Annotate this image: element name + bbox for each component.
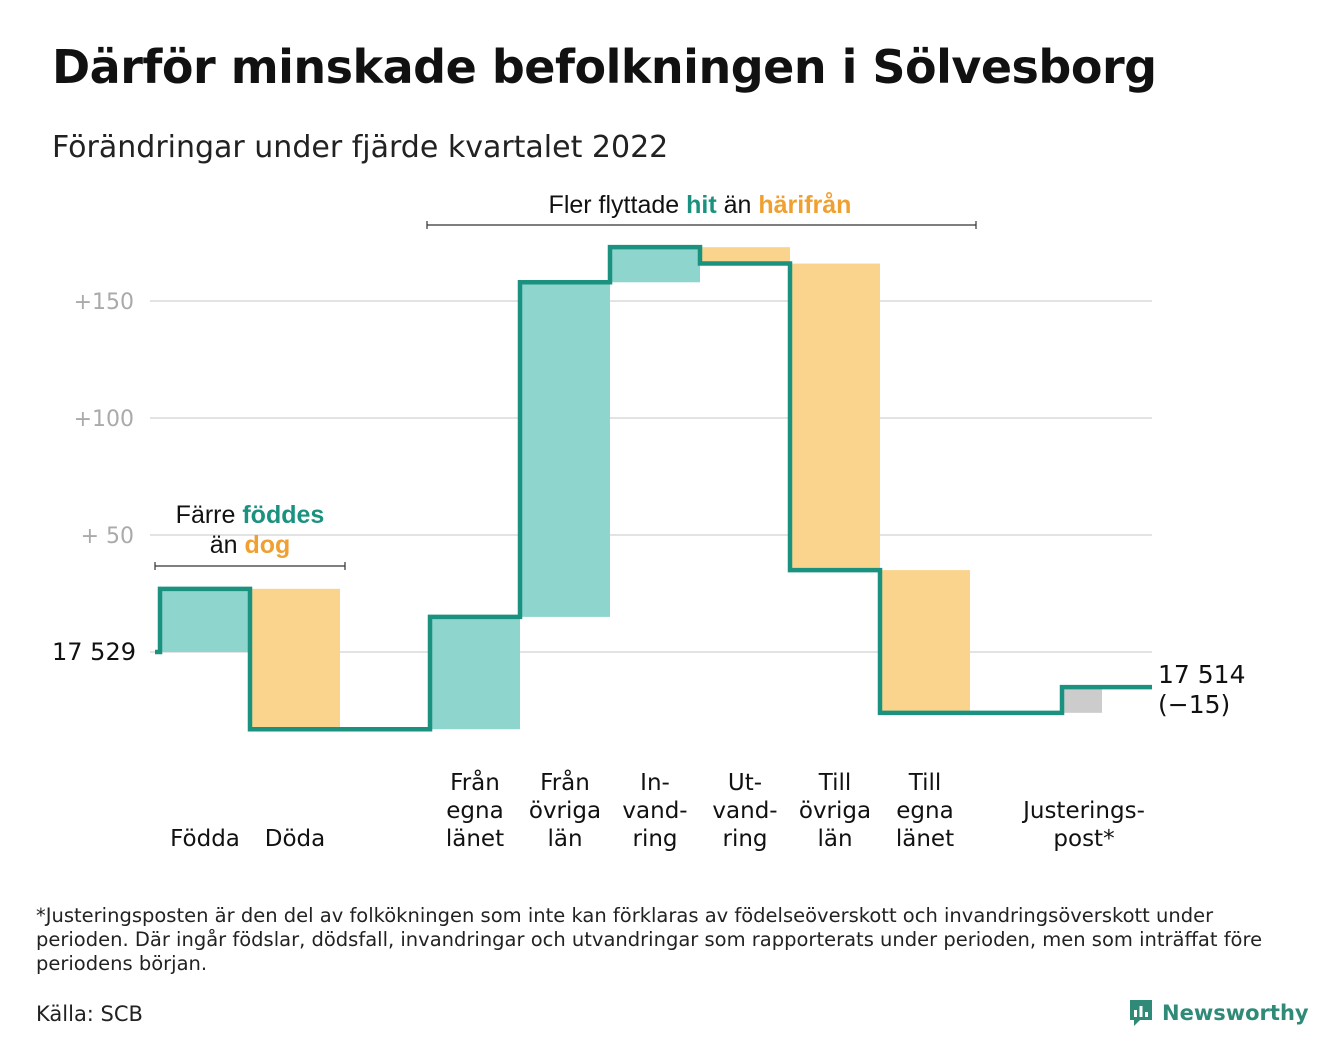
waterfall-bar bbox=[700, 247, 790, 264]
category-label: Döda bbox=[265, 826, 325, 852]
end-change-label: (−15) bbox=[1158, 690, 1230, 719]
y-tick-label: +100 bbox=[74, 407, 134, 432]
category-label-line: Födda bbox=[170, 826, 240, 852]
category-label-line: Döda bbox=[265, 826, 325, 852]
category-label-line: Till bbox=[818, 770, 852, 796]
chart-title: Därför minskade befolkningen i Sölvesbor… bbox=[52, 40, 1157, 94]
category-label-line: länet bbox=[896, 826, 954, 852]
category-label: Från övriga län bbox=[529, 768, 601, 852]
category-label: Ut-vand-ring bbox=[712, 770, 777, 852]
births-annotation-line1-part: Färre bbox=[176, 501, 243, 529]
births-annotation-line1-part: föddes bbox=[242, 501, 324, 529]
category-label-line: Justerings- bbox=[1021, 798, 1145, 824]
category-label-line: In- bbox=[640, 770, 670, 796]
category-label-line: övriga bbox=[799, 798, 871, 824]
category-label-line: Ut- bbox=[728, 770, 762, 796]
waterfall-bar bbox=[880, 570, 970, 713]
start-value-label: 17 529 bbox=[52, 638, 136, 666]
category-label: Till övriga län bbox=[799, 770, 871, 852]
births-annotation-line2-part: än bbox=[210, 531, 245, 559]
end-value-label: 17 514 bbox=[1158, 660, 1245, 689]
category-label: Födda bbox=[170, 826, 240, 852]
waterfall-bar bbox=[1062, 687, 1102, 713]
category-label-line: egna bbox=[446, 798, 503, 824]
footnote: *Justeringsposten är den del av folkökni… bbox=[36, 904, 1263, 975]
chart-subtitle: Förändringar under fjärde kvartalet 2022 bbox=[52, 130, 669, 165]
waterfall-bar bbox=[610, 247, 700, 283]
category-label-line: län bbox=[817, 826, 852, 852]
moves-annotation-part: Fler flyttade bbox=[549, 191, 687, 219]
category-label-line: vand- bbox=[622, 798, 687, 824]
category-label-line: vand- bbox=[712, 798, 777, 824]
waterfall-chart: +150 +100 + 50 17 529 17 514(−15) Födda Döda Fr… bbox=[52, 191, 1245, 852]
births-annotation-line1: Färre föddes bbox=[176, 501, 325, 529]
category-label: Till egna länet bbox=[896, 770, 954, 852]
category-label: In-vand-ring bbox=[622, 770, 687, 852]
category-label-line: Från bbox=[450, 768, 500, 796]
category-label-line: Till bbox=[908, 770, 942, 796]
waterfall-bar bbox=[430, 616, 520, 730]
waterfall-bar bbox=[520, 282, 610, 617]
cumulative-line bbox=[155, 244, 1152, 732]
category-label-line: län bbox=[547, 826, 582, 852]
category-label: Från egna länet bbox=[446, 768, 504, 852]
moves-annotation-part: än bbox=[717, 191, 759, 219]
category-label-line: egna bbox=[896, 798, 953, 824]
category-label-line: Från bbox=[540, 768, 590, 796]
source-label: Källa: SCB bbox=[36, 1002, 143, 1026]
category-label-line: ring bbox=[722, 826, 767, 852]
births-annotation-line2-part: dog bbox=[244, 531, 290, 559]
moves-annotation: Fler flyttade hit än härifrån bbox=[549, 191, 852, 219]
waterfall-bar bbox=[160, 588, 250, 652]
waterfall-bar bbox=[790, 263, 880, 571]
newsworthy-logo-icon bbox=[1130, 1000, 1152, 1026]
y-tick-label: +150 bbox=[74, 290, 134, 315]
category-label-line: länet bbox=[446, 826, 504, 852]
y-tick-label: + 50 bbox=[81, 524, 134, 549]
births-annotation-line2: än dog bbox=[210, 531, 291, 559]
moves-annotation-part: härifrån bbox=[758, 191, 851, 219]
category-label-line: post* bbox=[1053, 826, 1114, 852]
brand-name: Newsworthy bbox=[1162, 1001, 1309, 1025]
brand: Newsworthy bbox=[1128, 998, 1309, 1028]
waterfall-bar bbox=[250, 588, 340, 730]
category-label: Justerings-post* bbox=[1021, 798, 1145, 852]
category-label-line: ring bbox=[632, 826, 677, 852]
category-label-line: övriga bbox=[529, 798, 601, 824]
moves-annotation-part: hit bbox=[686, 191, 717, 219]
